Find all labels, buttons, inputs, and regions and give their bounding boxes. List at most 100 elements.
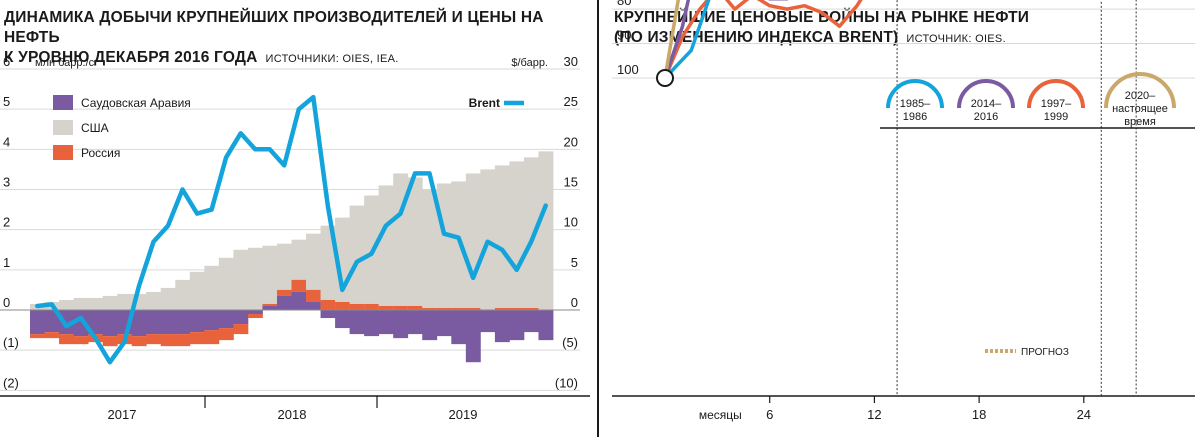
- right-title-line1: КРУПНЕЙШИЕ ЦЕНОВЫЕ ВОЙНЫ НА РЫНКЕ НЕФТИ: [614, 9, 1030, 26]
- legend-label-russia: Россия: [81, 146, 120, 160]
- legend-label-war_2014: 2014–: [971, 98, 1002, 110]
- bar-usa: [204, 265, 220, 310]
- legend-label-war_1985: 1985–: [900, 98, 931, 110]
- bar-saudi: [247, 310, 263, 315]
- bar-saudi: [306, 301, 321, 310]
- legend-arc-war_1997: [1027, 79, 1085, 109]
- bar-russia: [102, 336, 118, 347]
- bar-saudi: [276, 295, 292, 310]
- bar-saudi: [73, 310, 89, 337]
- bar-russia: [523, 307, 539, 310]
- bar-usa: [233, 249, 249, 310]
- forecast-legend-label: ПРОГНОЗ: [1021, 347, 1069, 358]
- brent-line: [35, 94, 548, 365]
- bar-usa: [538, 151, 554, 310]
- start-marker: [656, 69, 674, 87]
- bar-saudi: [436, 310, 452, 337]
- series-line-war_1997: [663, 0, 863, 80]
- bar-russia: [262, 303, 278, 306]
- bar-russia: [335, 301, 351, 310]
- right-axis-tick: 30: [564, 54, 578, 69]
- bar-saudi: [509, 310, 525, 341]
- bar-usa: [175, 279, 191, 310]
- bar-saudi: [233, 310, 249, 325]
- y-axis-tick: 100: [617, 62, 639, 77]
- left-axis-tick: 6: [3, 54, 10, 69]
- bar-saudi: [494, 310, 510, 343]
- bar-russia: [306, 289, 321, 302]
- bar-saudi: [204, 310, 220, 331]
- bar-usa: [59, 299, 74, 310]
- bar-saudi: [262, 305, 278, 310]
- legend-arc-war_1985: [886, 79, 944, 109]
- bar-saudi: [364, 310, 380, 337]
- bar-usa: [160, 287, 176, 310]
- bar-russia: [175, 334, 191, 347]
- bar-usa: [247, 247, 263, 310]
- left-axis-tick: (1): [3, 335, 19, 350]
- bar-usa: [73, 297, 89, 310]
- x-axis-tick: 18: [972, 407, 986, 422]
- year-label: 2018: [278, 407, 307, 422]
- bar-saudi: [175, 310, 191, 335]
- legend-swatch-usa: [53, 120, 73, 135]
- bar-russia: [59, 334, 74, 345]
- bar-saudi: [465, 310, 481, 363]
- bar-russia: [349, 303, 365, 310]
- right-axis-tick: (10): [555, 375, 578, 390]
- bar-usa: [451, 181, 467, 310]
- legend-arc-war_2014: [957, 79, 1015, 109]
- legend-label-war_2020: 2020–: [1125, 90, 1156, 102]
- bar-saudi: [146, 310, 162, 335]
- bar-usa: [378, 185, 394, 310]
- panel-divider: [597, 0, 599, 437]
- bar-usa: [102, 295, 118, 310]
- bar-saudi: [131, 310, 147, 337]
- bar-saudi: [189, 310, 205, 333]
- legend-label-usa: США: [81, 121, 109, 135]
- bar-russia: [494, 307, 510, 310]
- bar-saudi: [102, 310, 118, 337]
- bar-saudi: [59, 310, 74, 335]
- bar-usa: [218, 257, 234, 310]
- bar-saudi: [291, 291, 307, 310]
- bar-usa: [509, 161, 525, 310]
- bar-usa: [407, 177, 423, 310]
- bar-russia: [320, 299, 336, 310]
- bar-usa: [494, 165, 510, 310]
- bar-russia: [160, 334, 176, 347]
- left-axis-tick: 1: [3, 255, 10, 270]
- left-axis-tick: 4: [3, 134, 10, 149]
- legend-label-war_2020: время: [1124, 116, 1156, 128]
- bar-russia: [364, 303, 380, 310]
- x-axis-label: месяцы: [699, 408, 742, 422]
- legend-arc-war_2020: [1104, 72, 1176, 109]
- series-line-war_2014: [663, 0, 789, 80]
- bar-usa: [262, 245, 278, 310]
- bar-russia: [146, 334, 162, 345]
- bar-russia: [233, 324, 249, 335]
- bar-saudi: [218, 310, 234, 329]
- legend-label-war_2014: 2016: [974, 111, 998, 123]
- bar-russia: [204, 330, 220, 345]
- year-label: 2017: [108, 407, 137, 422]
- bar-russia: [276, 289, 292, 296]
- legend-label-war_1997: 1999: [1044, 111, 1068, 123]
- bar-russia: [378, 305, 394, 310]
- bar-saudi: [349, 310, 365, 335]
- bar-russia: [422, 307, 438, 310]
- y-axis-tick: 90: [617, 28, 631, 43]
- x-axis-tick: 12: [867, 407, 881, 422]
- legend-swatch-russia: [53, 145, 73, 160]
- bar-usa: [465, 173, 481, 310]
- legend-label-war_2020: настоящее: [1112, 103, 1168, 115]
- bar-russia: [247, 314, 263, 319]
- bar-russia: [30, 334, 45, 339]
- bar-usa: [523, 157, 539, 310]
- right-axis-tick: 15: [564, 175, 578, 190]
- legend-label-war_1985: 1986: [903, 111, 927, 123]
- left-axis-label: млн барр./с: [35, 57, 95, 69]
- bar-saudi: [523, 310, 539, 333]
- bar-usa: [146, 291, 162, 310]
